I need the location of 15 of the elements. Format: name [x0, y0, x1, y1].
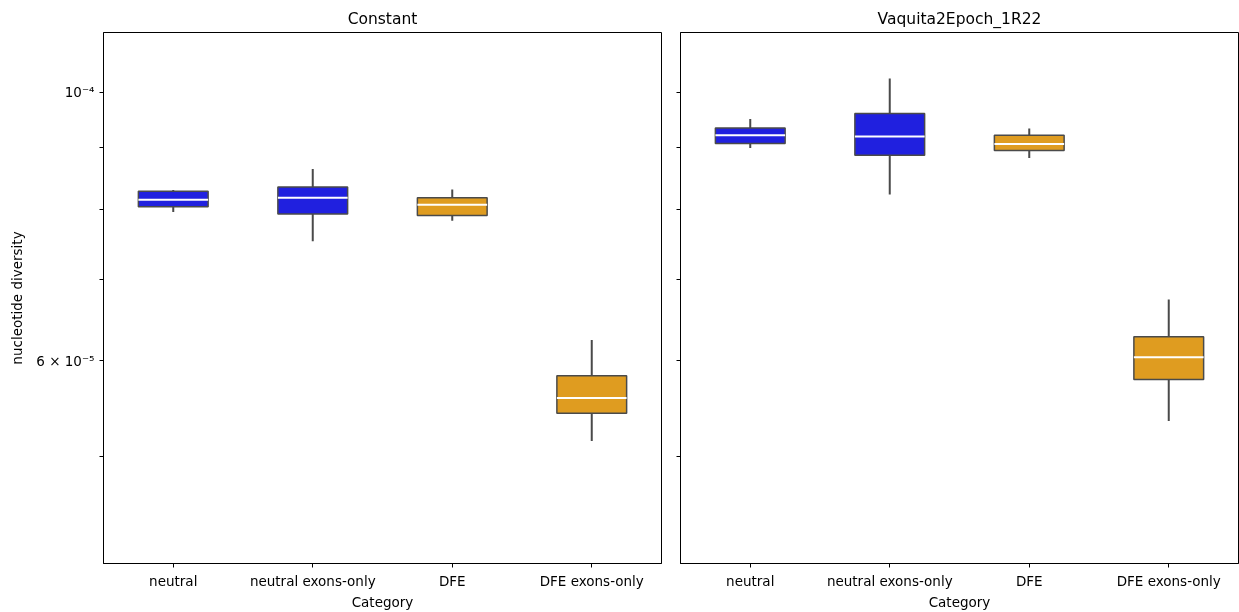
chart-title: Vaquita2Epoch_1R22: [877, 9, 1042, 29]
y-axis-title: nucleotide diversity: [9, 231, 26, 365]
y-tick-label: 6 × 10⁻⁵: [36, 352, 95, 369]
x-axis-title: Category: [928, 593, 991, 610]
x-axis-title: Category: [351, 593, 414, 610]
chart-title: Constant: [347, 9, 418, 28]
x-tick-label: DFE exons-only: [539, 572, 644, 589]
x-tick-label: neutral exons-only: [249, 572, 376, 589]
x-tick-label: DFE: [1015, 572, 1043, 589]
x-tick-label: DFE: [438, 572, 466, 589]
x-tick-label: DFE exons-only: [1116, 572, 1221, 589]
y-tick-label: 10⁻⁴: [64, 84, 95, 101]
x-tick-label: neutral: [149, 572, 198, 589]
x-tick-label: neutral: [726, 572, 775, 589]
x-tick-label: neutral exons-only: [826, 572, 953, 589]
